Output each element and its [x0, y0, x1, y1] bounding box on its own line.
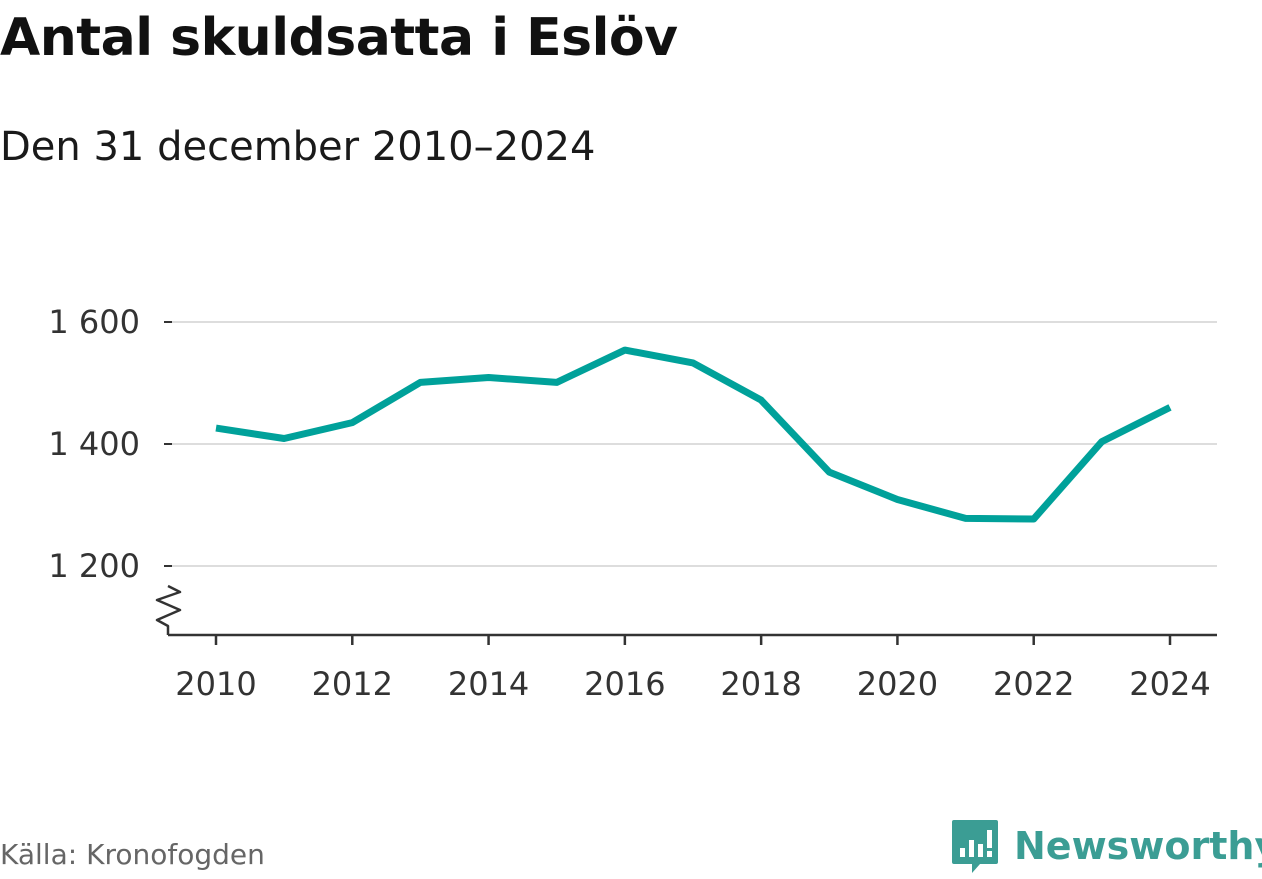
x-axis-ticks: 2010 2012 2014 2016 2018 2020 2022 2024 — [175, 635, 1211, 703]
x-tick-label: 2018 — [720, 665, 801, 703]
grid-lines — [168, 321, 1217, 567]
x-tick-label: 2020 — [857, 665, 938, 703]
y-axis-ticks: 1 200 1 400 1 600 — [48, 303, 172, 585]
series-layer — [215, 346, 1172, 523]
source-note: Källa: Kronofogden — [0, 838, 265, 871]
x-axis — [155, 584, 1217, 637]
logo-text: Newsworthy — [1014, 824, 1262, 868]
chart-title: Antal skuldsatta i Eslöv — [0, 8, 678, 68]
y-tick-label: 1 200 — [48, 547, 140, 585]
x-tick-label: 2012 — [312, 665, 393, 703]
x-tick-label: 2016 — [584, 665, 665, 703]
y-tick-label: 1 400 — [48, 425, 140, 463]
x-tick-label: 2014 — [448, 665, 529, 703]
x-tick-label: 2022 — [993, 665, 1074, 703]
chart-subtitle: Den 31 december 2010–2024 — [0, 124, 596, 170]
newsworthy-logo: Newsworthy — [950, 818, 1262, 874]
x-tick-label: 2024 — [1129, 665, 1210, 703]
newsworthy-logo-icon — [952, 820, 998, 873]
series-line — [215, 346, 1172, 523]
y-tick-label: 1 600 — [48, 303, 140, 341]
x-tick-label: 2010 — [175, 665, 256, 703]
axis-break-symbol — [155, 584, 182, 635]
